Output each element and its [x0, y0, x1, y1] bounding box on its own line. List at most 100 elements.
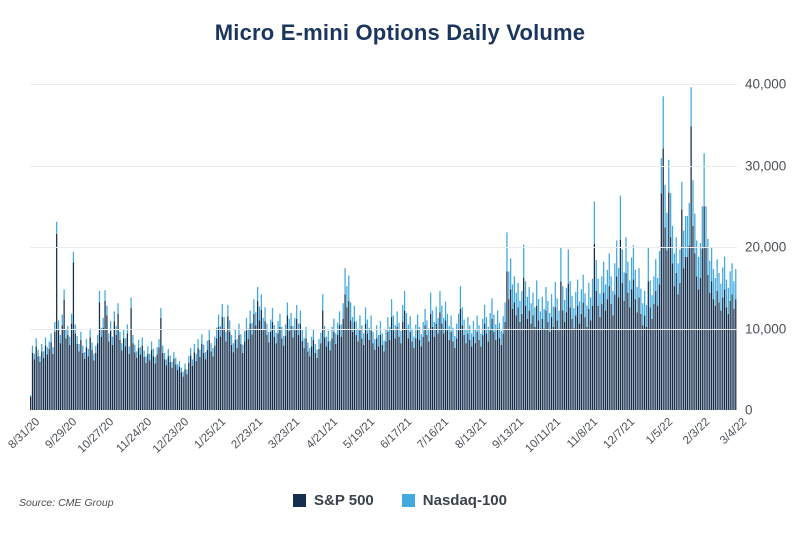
volume-bar [571, 295, 573, 410]
volume-bar [443, 317, 445, 410]
volume-bar [616, 240, 618, 410]
volume-bar [651, 295, 653, 410]
volume-bar [396, 311, 398, 410]
volume-bar [284, 324, 287, 410]
volume-bar [697, 256, 700, 410]
volume-bar [627, 261, 629, 410]
volume-bar [422, 321, 424, 410]
volume-bar [495, 324, 497, 410]
volume-bar [327, 330, 329, 410]
volume-bar [679, 249, 681, 410]
volume-bar [400, 330, 402, 410]
volume-bar [307, 342, 309, 410]
volume-bar [582, 274, 584, 410]
volume-bar [212, 348, 214, 410]
volume-bar [171, 361, 173, 410]
volume-bar [217, 314, 220, 410]
volume-bar [487, 326, 489, 410]
volume-bar [175, 357, 177, 410]
volume-bar [126, 324, 129, 410]
volume-bar [716, 259, 718, 410]
volume-bar [50, 333, 52, 410]
volume-bar [435, 306, 437, 410]
volume-bar [283, 335, 285, 410]
volume-bar [720, 283, 722, 410]
volume-bar [576, 279, 579, 410]
x-tick-label: 1/5/22 [643, 416, 675, 447]
volume-bar [461, 307, 463, 410]
volume-bar [402, 304, 404, 410]
volume-bar [519, 300, 521, 410]
volume-bar [573, 308, 575, 410]
volume-bar [666, 212, 668, 410]
volume-bar [74, 324, 76, 410]
volume-bar [524, 281, 527, 410]
volume-bar [645, 304, 648, 410]
volume-bar [431, 310, 434, 410]
volume-bar [292, 326, 294, 410]
volume-bar [725, 279, 728, 410]
legend-item-sp500: S&P 500 [293, 492, 374, 509]
gridline [30, 165, 737, 167]
volume-bar [537, 299, 540, 410]
gridline [30, 328, 737, 330]
volume-bar [190, 348, 192, 410]
volume-bar [158, 339, 160, 410]
volume-bar [636, 286, 638, 410]
volume-bar [195, 353, 197, 410]
volume-bar [418, 326, 421, 410]
volume-bar [96, 335, 99, 410]
volume-bar [686, 216, 689, 410]
volume-bar [39, 356, 41, 410]
volume-bar [511, 284, 514, 410]
x-tick-label: 8/31/20 [6, 416, 43, 452]
volume-bar [123, 329, 125, 410]
volume-bar [403, 291, 406, 410]
volume-bar [569, 281, 571, 410]
volume-bar [149, 353, 151, 410]
volume-bar [506, 232, 508, 410]
volume-bar [673, 253, 676, 410]
volume-bar [485, 317, 488, 410]
volume-bar [405, 313, 408, 410]
volume-bar [387, 317, 389, 410]
volume-bar [526, 296, 529, 410]
x-tick-label: 2/3/22 [680, 416, 713, 447]
volume-bar [684, 216, 687, 410]
volume-bar [430, 292, 432, 410]
volume-bar [33, 353, 35, 410]
volume-bar [489, 313, 491, 410]
nasdaq-swatch [401, 494, 415, 507]
x-tick-label: 12/23/20 [150, 416, 192, 456]
volume-bar [472, 321, 475, 410]
volume-bar [85, 339, 88, 410]
volume-bar [601, 276, 603, 410]
volume-bar [270, 319, 272, 410]
volume-bar [474, 329, 476, 410]
volume-bar [550, 294, 553, 410]
volume-bar [498, 322, 501, 410]
volume-bar [470, 333, 473, 410]
volume-bar [694, 213, 696, 410]
volume-bar [560, 247, 562, 410]
volume-bar [377, 335, 380, 410]
y-tick-label: 40,000 [745, 76, 787, 92]
volume-bar [338, 311, 341, 410]
volume-bar [567, 249, 569, 410]
volume-bar [111, 336, 114, 410]
volume-bar [176, 364, 179, 410]
source-note: Source: CME Group [19, 497, 114, 509]
volume-bar [424, 308, 426, 410]
volume-bar [346, 286, 348, 410]
volume-bar [454, 335, 456, 410]
volume-bar [670, 193, 672, 410]
volume-bar [383, 340, 385, 410]
volume-bar [52, 347, 54, 410]
volume-bar [428, 328, 430, 410]
x-tick-label: 10/27/20 [76, 416, 117, 456]
volume-bar [612, 291, 614, 410]
volume-bar [379, 321, 382, 410]
volume-bar [683, 230, 685, 410]
volume-bar [457, 313, 460, 410]
volume-bar [104, 290, 106, 410]
